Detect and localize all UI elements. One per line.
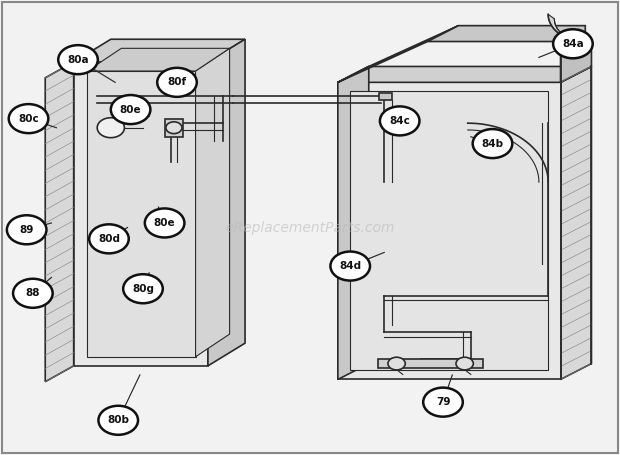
Polygon shape — [338, 66, 591, 82]
Polygon shape — [87, 71, 195, 357]
Circle shape — [157, 68, 197, 97]
Text: 84b: 84b — [481, 139, 503, 149]
Text: 80e: 80e — [154, 218, 175, 228]
Text: 80f: 80f — [167, 77, 187, 87]
Text: 88: 88 — [25, 288, 40, 298]
Circle shape — [97, 118, 125, 138]
Text: 84d: 84d — [339, 261, 361, 271]
Text: 84c: 84c — [389, 116, 410, 126]
Polygon shape — [378, 359, 483, 368]
Circle shape — [13, 279, 53, 308]
Polygon shape — [87, 48, 229, 71]
Polygon shape — [338, 82, 560, 379]
Text: 80g: 80g — [132, 284, 154, 294]
Circle shape — [456, 357, 473, 370]
Circle shape — [123, 274, 163, 303]
Polygon shape — [350, 91, 548, 370]
Polygon shape — [45, 62, 74, 382]
Circle shape — [423, 388, 463, 417]
Circle shape — [89, 224, 129, 253]
Text: 80e: 80e — [120, 105, 141, 115]
Circle shape — [330, 252, 370, 281]
Circle shape — [166, 122, 182, 134]
Polygon shape — [195, 48, 229, 357]
Circle shape — [553, 29, 593, 58]
Circle shape — [99, 406, 138, 435]
Text: 80c: 80c — [18, 114, 39, 124]
Text: 84a: 84a — [562, 39, 584, 49]
Polygon shape — [548, 14, 585, 41]
Polygon shape — [560, 66, 591, 379]
Text: 80d: 80d — [98, 234, 120, 244]
Polygon shape — [74, 62, 208, 366]
Circle shape — [380, 106, 420, 136]
Circle shape — [145, 208, 184, 238]
Polygon shape — [338, 25, 458, 82]
Polygon shape — [208, 39, 245, 366]
Text: 79: 79 — [436, 397, 450, 407]
Polygon shape — [74, 39, 245, 62]
Text: 80a: 80a — [67, 55, 89, 65]
Polygon shape — [560, 41, 591, 82]
Circle shape — [388, 357, 405, 370]
Polygon shape — [379, 93, 392, 100]
Polygon shape — [338, 66, 369, 379]
Text: 89: 89 — [19, 225, 34, 235]
Circle shape — [7, 215, 46, 244]
Circle shape — [111, 95, 151, 124]
Polygon shape — [428, 25, 585, 41]
Polygon shape — [165, 119, 183, 137]
Text: eReplacementParts.com: eReplacementParts.com — [225, 221, 395, 234]
Circle shape — [9, 104, 48, 133]
Circle shape — [58, 45, 98, 74]
Text: 80b: 80b — [107, 415, 129, 425]
Circle shape — [472, 129, 512, 158]
